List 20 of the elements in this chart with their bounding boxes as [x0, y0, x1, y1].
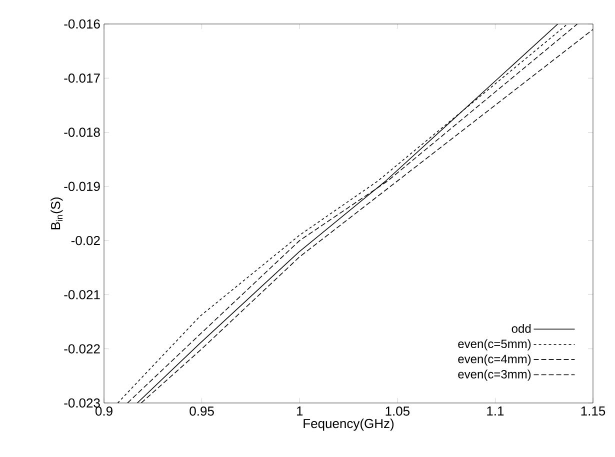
y-tick-label: -0.022 [64, 344, 100, 354]
y-tick-label: -0.021 [64, 290, 100, 300]
legend-label: even(c=4mm) [458, 354, 531, 366]
x-tick-label: 1.15 [581, 406, 606, 416]
x-axis-title: Fequency(GHz) [304, 418, 394, 431]
x-tick-label: 1.1 [487, 406, 504, 416]
y-tick-label: -0.017 [64, 74, 100, 83]
y-tick-label: -0.016 [64, 19, 100, 29]
x-tick-label: 1.05 [386, 406, 410, 416]
x-tick-label: 0.9 [95, 406, 112, 416]
x-tick-label: 0.95 [190, 406, 214, 416]
y-tick-label: -0.023 [64, 398, 100, 408]
y-tick-label: -0.018 [64, 128, 100, 137]
y-tick-label: -0.02 [71, 236, 100, 246]
legend-label: even(c=3mm) [458, 370, 531, 381]
legend-label: odd [512, 324, 531, 333]
x-tick-label: 1 [296, 406, 303, 416]
y-tick-label: -0.019 [64, 182, 100, 192]
legend-label: even(c=5mm) [458, 339, 531, 350]
y-axis-title: B$_{in}$(S) [50, 198, 63, 230]
